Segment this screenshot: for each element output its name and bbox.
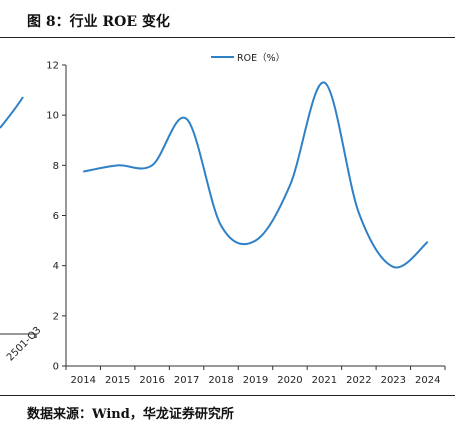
top-rule (0, 37, 455, 38)
figure-title: 图 8：行业 ROE 变化 (27, 14, 170, 30)
y-tick-label: 4 (53, 261, 59, 272)
x-tick-label: 2016 (139, 375, 164, 386)
axes: 0 2 4 6 8 10 12 2014 2015 2016 2017 2018 2019 2020 202… (46, 61, 446, 386)
data-source-note: 数据来源：Wind，华龙证券研究所 (27, 407, 234, 422)
x-tick-label: 2018 (208, 375, 233, 386)
x-tick-label: 2023 (381, 375, 406, 386)
y-tick-label: 8 (53, 161, 59, 172)
x-tick-label: 2017 (174, 375, 199, 386)
left-chart-fragment: 2501-Q3 (0, 96, 44, 364)
x-tick-label: 2022 (346, 375, 371, 386)
legend: ROE（%） (211, 52, 285, 64)
fragment-series-line (0, 96, 24, 129)
y-tick-label: 2 (53, 311, 59, 322)
y-tick-label: 10 (46, 111, 59, 122)
series-layer (83, 81, 429, 269)
x-tick-label: 2020 (277, 375, 302, 386)
x-tick-label: 2021 (312, 375, 337, 386)
y-tick-label: 0 (53, 362, 59, 373)
bottom-rule (0, 395, 455, 396)
legend-label: ROE（%） (237, 52, 285, 64)
y-tick-label: 6 (53, 211, 59, 222)
fragment-x-tick-label: 2501-Q3 (5, 325, 44, 364)
x-tick-label: 2014 (71, 375, 96, 386)
x-tick-label: 2015 (105, 375, 130, 386)
x-tick-label: 2019 (243, 375, 268, 386)
x-tick-label: 2024 (415, 375, 440, 386)
y-tick-label: 12 (46, 61, 59, 72)
roe-series-line (83, 81, 429, 269)
